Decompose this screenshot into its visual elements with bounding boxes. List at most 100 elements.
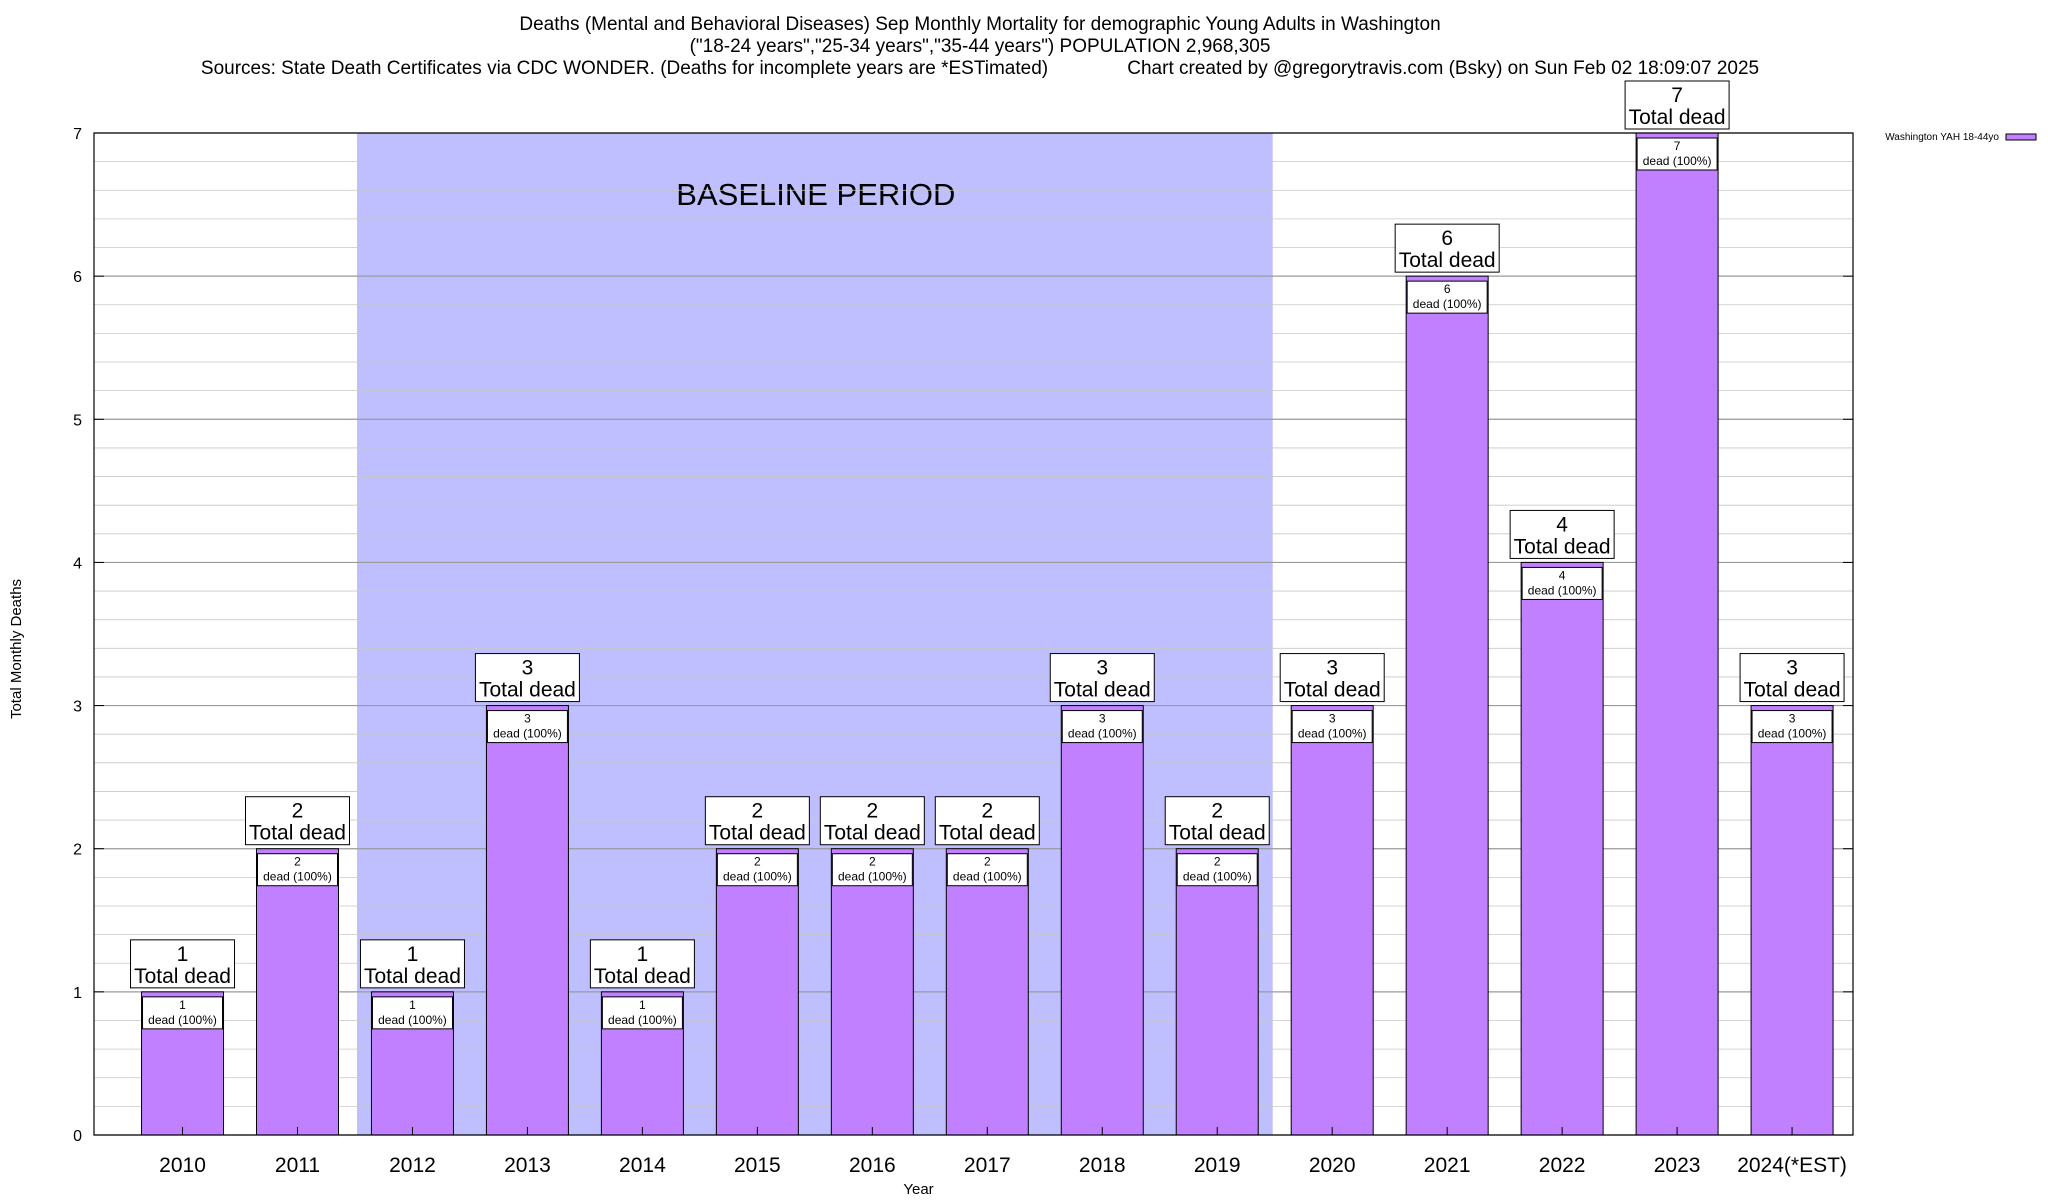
x-tick-label: 2022 bbox=[1539, 1154, 1586, 1177]
bar-total-label: Total dead bbox=[594, 965, 691, 988]
bar-total-value: 3 bbox=[522, 657, 534, 680]
bar-inner-label-box bbox=[1521, 566, 1603, 600]
bar-inner-value: 1 bbox=[639, 998, 646, 1012]
bar-2011 bbox=[255, 848, 339, 1136]
bar-2022 bbox=[1520, 561, 1604, 1136]
bar-inner-label-box bbox=[601, 996, 683, 1030]
bar-inner-value: 2 bbox=[754, 855, 761, 869]
bar-total-label: Total dead bbox=[1284, 679, 1381, 702]
x-tick-label: 2023 bbox=[1654, 1154, 1701, 1177]
x-tick-label: 2018 bbox=[1079, 1154, 1126, 1177]
bar-total-value: 2 bbox=[1211, 800, 1223, 823]
x-tick-label: 2010 bbox=[159, 1154, 206, 1177]
x-tick-label: 2024(*EST) bbox=[1737, 1154, 1847, 1177]
bar-inner-value: 2 bbox=[984, 855, 991, 869]
bar-total-label: Total dead bbox=[479, 679, 576, 702]
title-line-1: Deaths (Mental and Behavioral Diseases) … bbox=[519, 14, 1441, 35]
bar-total-value: 1 bbox=[177, 943, 189, 966]
y-tick-label: 0 bbox=[73, 1128, 82, 1145]
bar-inner-value: 7 bbox=[1674, 139, 1681, 153]
bar-total-box bbox=[704, 796, 810, 846]
bar-total-value: 7 bbox=[1671, 84, 1683, 107]
x-tick-label: 2014 bbox=[619, 1154, 666, 1177]
bar-inner-label: dead (100%) bbox=[378, 1013, 447, 1027]
bar-total-label: Total dead bbox=[1744, 679, 1841, 702]
legend-swatch bbox=[2005, 133, 2037, 141]
bar-total-box bbox=[1739, 653, 1845, 703]
bar-2023 bbox=[1635, 132, 1719, 1136]
bar-inner-label: dead (100%) bbox=[608, 1013, 677, 1027]
bar-total-value: 2 bbox=[292, 800, 304, 823]
x-tick-label: 2020 bbox=[1309, 1154, 1356, 1177]
bar-2019 bbox=[1175, 848, 1259, 1136]
plot-border bbox=[93, 132, 1854, 1136]
bar-inner-label: dead (100%) bbox=[1298, 727, 1367, 741]
bar-inner-value: 3 bbox=[1099, 712, 1106, 726]
bar-inner-label: dead (100%) bbox=[493, 727, 562, 741]
bar-total-label: Total dead bbox=[824, 822, 921, 845]
bar-inner-label: dead (100%) bbox=[1413, 297, 1482, 311]
bar-2021 bbox=[1405, 275, 1489, 1136]
bar-inner-value: 2 bbox=[1214, 855, 1221, 869]
bar-total-label: Total dead bbox=[249, 822, 346, 845]
y-tick-label: 4 bbox=[73, 555, 82, 572]
bar-inner-label-box bbox=[946, 853, 1028, 887]
bar-inner-label-box bbox=[142, 996, 224, 1030]
bar-total-box bbox=[819, 796, 925, 846]
bar-total-value: 1 bbox=[637, 943, 649, 966]
legend-label: Washington YAH 18-44yo bbox=[1885, 132, 1999, 143]
bar-total-box bbox=[359, 939, 465, 989]
bar-total-box bbox=[1049, 653, 1155, 703]
bar-2013 bbox=[485, 705, 569, 1136]
bar-inner-label-box bbox=[371, 996, 453, 1030]
bar-inner-value: 1 bbox=[179, 998, 186, 1012]
bar-inner-value: 2 bbox=[294, 855, 301, 869]
bar-total-box bbox=[934, 796, 1040, 846]
bar-total-box bbox=[589, 939, 695, 989]
x-tick-label: 2011 bbox=[275, 1154, 320, 1177]
bar-total-label: Total dead bbox=[939, 822, 1036, 845]
bar-inner-label: dead (100%) bbox=[1758, 727, 1827, 741]
bar-inner-label-box bbox=[1751, 710, 1833, 744]
bar-inner-label-box bbox=[1061, 710, 1143, 744]
bar-total-label: Total dead bbox=[1629, 106, 1726, 129]
y-axis-label: Total Monthly Deaths bbox=[8, 579, 25, 719]
bar-total-box bbox=[1509, 509, 1615, 559]
bar-total-box bbox=[1624, 80, 1730, 130]
bar-inner-label: dead (100%) bbox=[953, 870, 1022, 884]
bar-total-value: 2 bbox=[866, 800, 878, 823]
bar-inner-value: 3 bbox=[524, 712, 531, 726]
bar-inner-label-box bbox=[256, 853, 338, 887]
bar-inner-label: dead (100%) bbox=[723, 870, 792, 884]
bar-inner-value: 3 bbox=[1789, 712, 1796, 726]
bar-total-label: Total dead bbox=[134, 965, 231, 988]
bar-total-label: Total dead bbox=[1054, 679, 1151, 702]
y-tick-label: 5 bbox=[73, 412, 82, 429]
bar-total-value: 2 bbox=[752, 800, 764, 823]
y-tick-label: 2 bbox=[73, 842, 82, 859]
bar-inner-value: 6 bbox=[1444, 282, 1451, 296]
bar-2024(*EST) bbox=[1750, 705, 1834, 1136]
bar-2017 bbox=[945, 848, 1029, 1136]
bar-inner-label: dead (100%) bbox=[1528, 583, 1597, 597]
bar-total-box bbox=[1394, 223, 1500, 273]
bar-total-label: Total dead bbox=[1514, 535, 1611, 558]
bar-total-label: Total dead bbox=[1169, 822, 1266, 845]
bar-total-box bbox=[244, 796, 350, 846]
bar-inner-label: dead (100%) bbox=[148, 1013, 217, 1027]
y-tick-label: 6 bbox=[73, 269, 82, 286]
y-tick-label: 3 bbox=[73, 699, 82, 716]
y-tick-label: 7 bbox=[73, 126, 82, 143]
bar-inner-label-box bbox=[486, 710, 568, 744]
x-tick-label: 2019 bbox=[1194, 1154, 1241, 1177]
bar-inner-value: 1 bbox=[409, 998, 416, 1012]
y-tick-label: 1 bbox=[73, 985, 82, 1002]
bar-total-value: 3 bbox=[1326, 657, 1338, 680]
chart-title: Deaths (Mental and Behavioral Diseases) … bbox=[0, 14, 1960, 80]
bar-inner-label: dead (100%) bbox=[1183, 870, 1252, 884]
title-line-2: ("18-24 years","25-34 years","35-44 year… bbox=[689, 36, 1271, 57]
baseline-period-label: BASELINE PERIOD bbox=[676, 177, 955, 212]
bar-inner-label: dead (100%) bbox=[1068, 727, 1137, 741]
bar-total-label: Total dead bbox=[364, 965, 461, 988]
